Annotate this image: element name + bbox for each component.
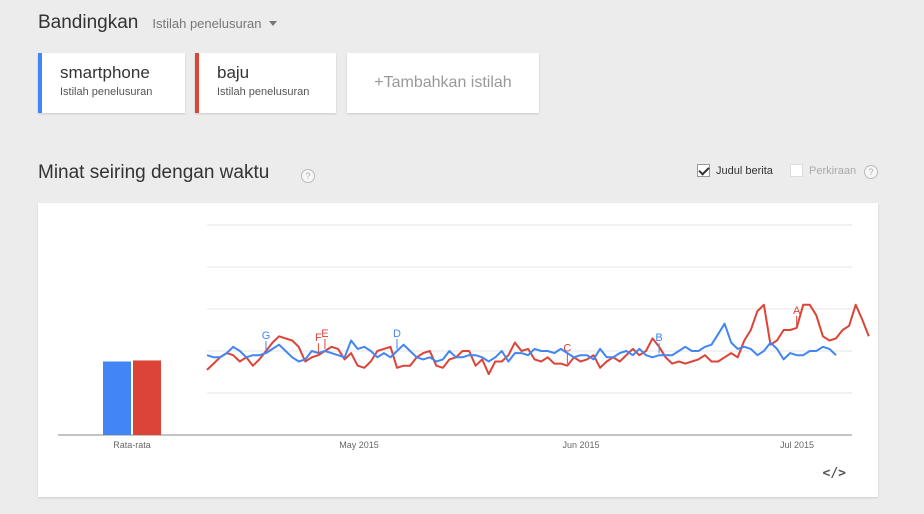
x-tick-label: Jun 2015 [562,440,599,450]
series-line-smartphone [206,322,837,363]
annotation-marker-E: E [321,328,328,340]
news-headlines-label: Judul berita [716,164,773,177]
series-line-baju [206,303,870,376]
checkbox-unchecked-icon[interactable] [790,164,803,177]
annotation-marker-F: F [315,332,322,344]
annotation-marker-A: A [793,305,801,317]
x-tick-label: May 2015 [339,440,379,450]
annotation-marker-C: C [563,343,571,355]
term-subtitle: Istilah penelusuran [217,86,310,98]
average-bar-baju [133,360,161,435]
term-card-smartphone[interactable]: smartphone Istilah penelusuran [38,53,185,113]
term-subtitle: Istilah penelusuran [60,86,153,98]
add-term-button[interactable]: +Tambahkan istilah [347,53,539,113]
embed-code-icon[interactable]: </> [822,466,846,481]
x-tick-label: Jul 2015 [780,440,814,450]
annotation-marker-B: B [655,332,662,344]
search-term-type-dropdown[interactable]: Istilah penelusuran [152,16,277,31]
interest-over-time-chart: Rata-rata May 2015 Jun 2015 Jul 2015 G F E D C B A… [38,203,878,497]
caret-down-icon [268,21,277,26]
term-name: smartphone [60,63,150,82]
annotation-marker-G: G [262,330,271,342]
average-label: Rata-rata [113,440,151,450]
annotation-marker-D: D [393,328,401,340]
help-icon[interactable]: ? [301,169,315,183]
compare-header: Bandingkan Istilah penelusuran [38,12,277,34]
compare-title: Bandingkan [38,12,139,33]
term-card-baju[interactable]: baju Istilah penelusuran [195,53,336,113]
news-headlines-toggle[interactable]: Judul berita [697,164,773,177]
dropdown-label: Istilah penelusuran [152,16,262,31]
chart-svg: Rata-rata May 2015 Jun 2015 Jul 2015 G F E D C B A [58,224,870,450]
help-icon[interactable]: ? [864,165,878,179]
forecast-label: Perkiraan [809,164,857,177]
forecast-toggle[interactable]: Perkiraan [790,164,856,177]
section-title: Minat seiring dengan waktu [38,162,270,183]
average-bar-smartphone [103,361,131,435]
checkbox-checked-icon[interactable] [697,164,710,177]
term-name: baju [217,63,250,82]
